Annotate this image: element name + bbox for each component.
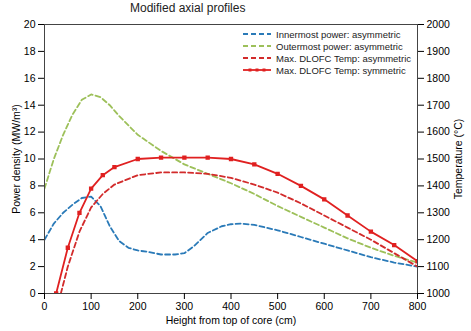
- svg-text:1500: 1500: [427, 152, 451, 164]
- html-text:Innermost power: asymmetric: Innermost power: asymmetric: [276, 28, 401, 40]
- svg-text:10: 10: [24, 152, 36, 164]
- svg-text:0: 0: [42, 300, 48, 312]
- svg-text:1700: 1700: [427, 99, 451, 111]
- svg-text:6: 6: [30, 206, 36, 218]
- svg-text:1100: 1100: [427, 260, 450, 272]
- svg-text:14: 14: [24, 99, 36, 111]
- svg-text:300: 300: [176, 300, 194, 312]
- svg-text:18: 18: [24, 45, 36, 57]
- svg-text:4: 4: [30, 233, 36, 245]
- svg-text:Height from top of core (cm): Height from top of core (cm): [166, 314, 297, 326]
- svg-text:Temperature (°C): Temperature (°C): [452, 119, 464, 200]
- html-text:Max. DLOFC Temp: asymmetric: Max. DLOFC Temp: asymmetric: [276, 52, 411, 64]
- svg-text:1800: 1800: [427, 72, 451, 84]
- svg-text:500: 500: [269, 300, 287, 312]
- svg-text:400: 400: [222, 300, 240, 312]
- svg-text:1900: 1900: [427, 45, 451, 57]
- svg-text:1200: 1200: [427, 233, 451, 245]
- svg-text:600: 600: [315, 300, 333, 312]
- svg-text:20: 20: [24, 18, 36, 30]
- svg-text:100: 100: [82, 300, 100, 312]
- svg-text:8: 8: [30, 179, 36, 191]
- svg-text:1400: 1400: [427, 179, 451, 191]
- svg-text:Power density (MW/m³): Power density (MW/m³): [10, 104, 22, 214]
- html-text:Modified axial profiles: Modified axial profiles: [130, 1, 246, 15]
- svg-text:12: 12: [24, 125, 36, 137]
- svg-text:2000: 2000: [427, 18, 451, 30]
- svg-text:2: 2: [30, 260, 36, 272]
- svg-text:700: 700: [362, 300, 380, 312]
- svg-text:16: 16: [24, 72, 36, 84]
- svg-text:800: 800: [409, 300, 427, 312]
- html-text:Outermost power: asymmetric: Outermost power: asymmetric: [276, 40, 403, 52]
- svg-text:0: 0: [30, 287, 36, 299]
- svg-text:1600: 1600: [427, 125, 451, 137]
- svg-text:1000: 1000: [427, 287, 451, 299]
- html-text:Max. DLOFC Temp: symmetric: Max. DLOFC Temp: symmetric: [276, 64, 406, 76]
- svg-text:200: 200: [129, 300, 147, 312]
- svg-text:1300: 1300: [427, 206, 451, 218]
